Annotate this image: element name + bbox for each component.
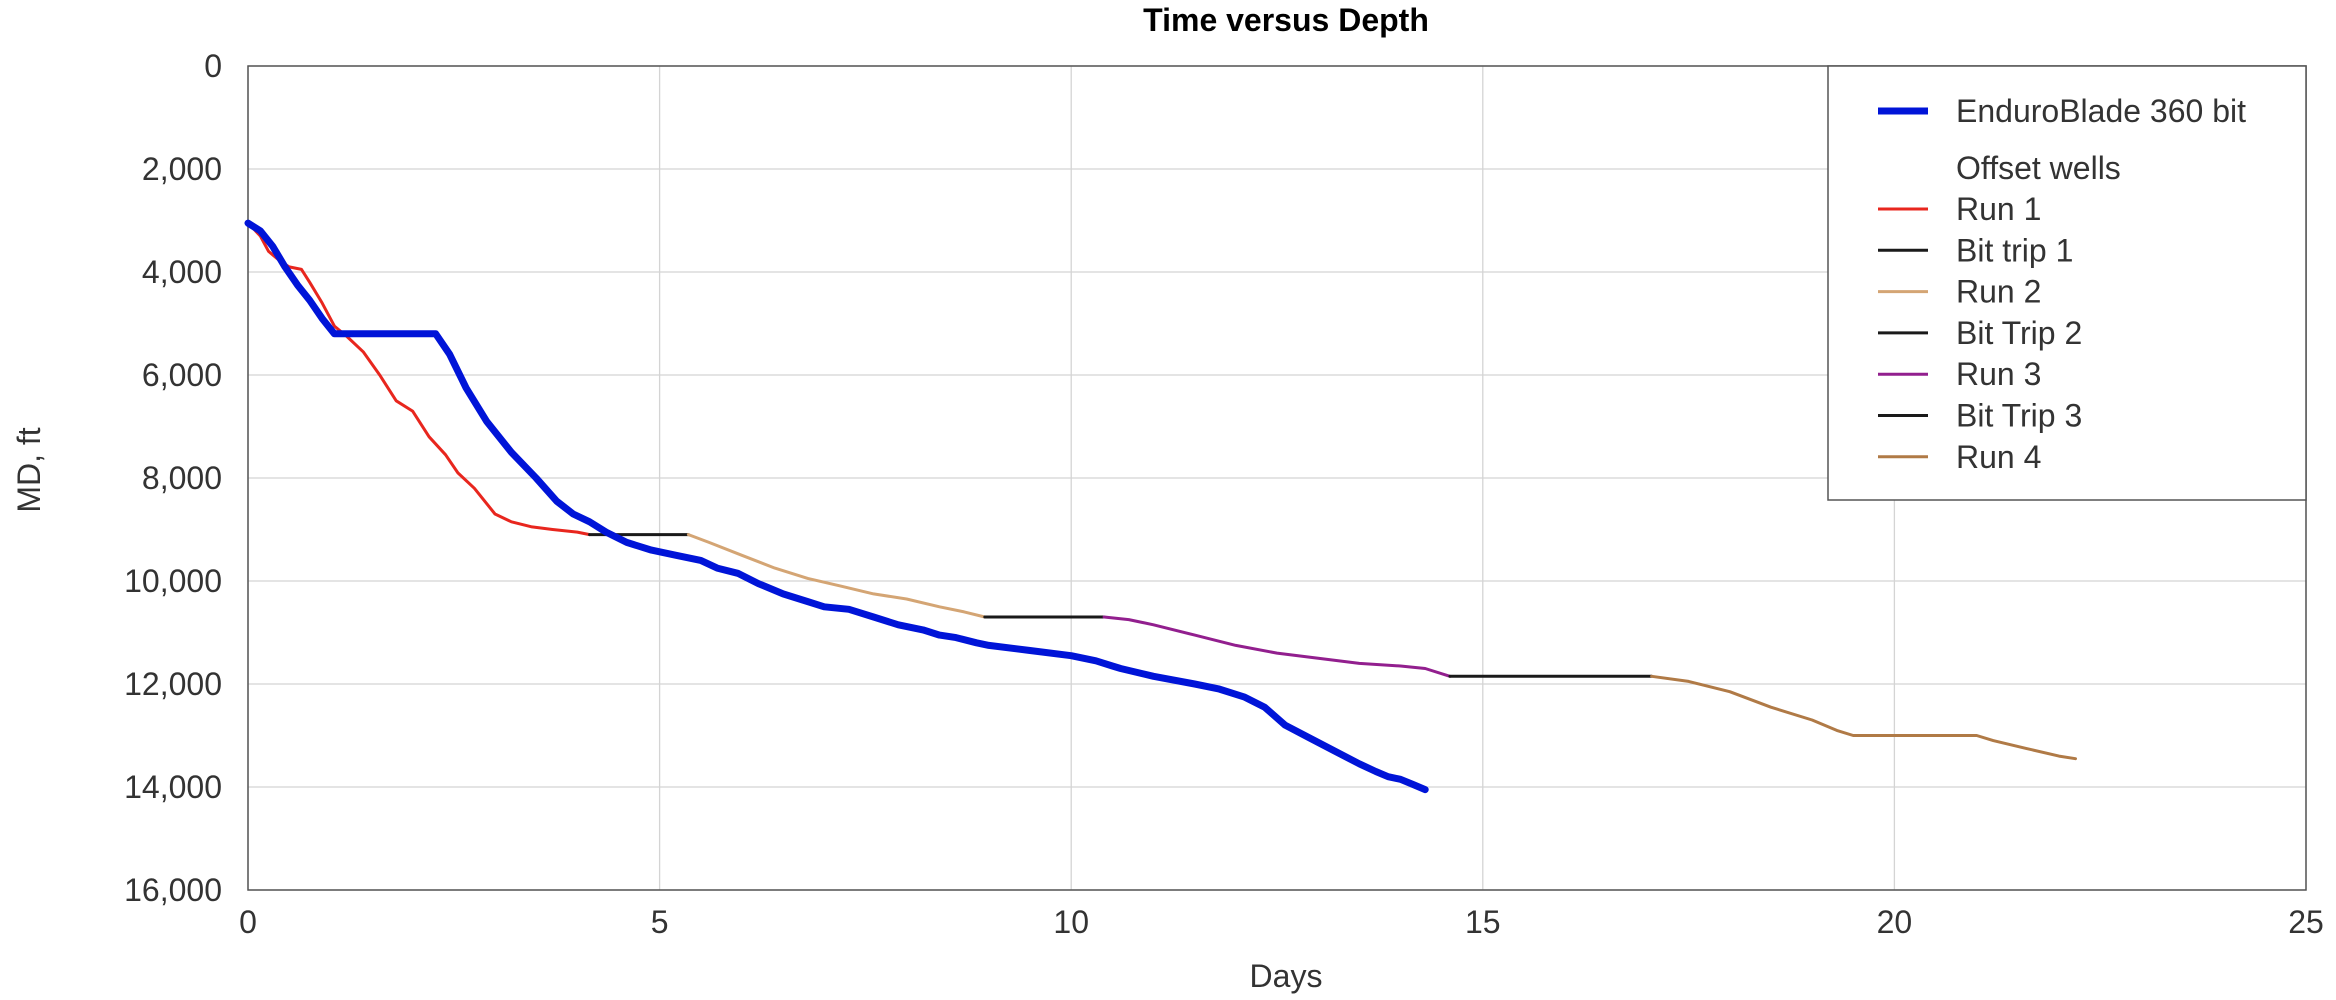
y-tick-label: 12,000 [124, 666, 222, 702]
legend-label: Bit Trip 3 [1956, 398, 2082, 434]
series-line-run-2 [686, 533, 987, 619]
legend-label: Run 1 [1956, 191, 2041, 227]
y-tick-label: 0 [204, 48, 222, 84]
legend-subheading: Offset wells [1956, 150, 2121, 186]
series-line-run-3 [1102, 615, 1452, 678]
legend: EnduroBlade 360 bit Offset wells Run 1 Bit … [1827, 65, 2307, 501]
series-line-run-4 [1650, 674, 2077, 761]
y-tick-label: 8,000 [142, 460, 222, 496]
y-tick-label: 10,000 [124, 563, 222, 599]
series-line-run-1 [246, 221, 592, 537]
y-tick-label: 14,000 [124, 769, 222, 805]
x-tick-label: 5 [651, 904, 669, 940]
y-tick-label: 16,000 [124, 872, 222, 908]
x-tick-label: 15 [1465, 904, 1501, 940]
y-tick-label: 4,000 [142, 254, 222, 290]
chart-title: Time versus Depth [1143, 2, 1429, 38]
legend-label: Run 2 [1956, 274, 2041, 310]
y-tick-label: 2,000 [142, 151, 222, 187]
y-axis-ticks: 0 2,000 4,000 6,000 8,000 10,000 12,000 14,000 1… [124, 48, 222, 908]
x-axis-label: Days [1250, 958, 1323, 994]
legend-label: Bit trip 1 [1956, 232, 2073, 268]
x-tick-label: 0 [239, 904, 257, 940]
x-tick-label: 20 [1877, 904, 1913, 940]
x-tick-label: 25 [2288, 904, 2324, 940]
legend-label: Bit Trip 2 [1956, 315, 2082, 351]
legend-label: Run 4 [1956, 439, 2041, 475]
x-axis-ticks: 0 5 10 15 20 25 [239, 904, 2324, 940]
x-tick-label: 10 [1053, 904, 1089, 940]
series-line-enduroblade-360-bit [244, 219, 1429, 794]
legend-label: Run 3 [1956, 356, 2041, 392]
legend-box [1827, 65, 2307, 501]
y-axis-label: MD, ft [11, 427, 47, 512]
y-tick-label: 6,000 [142, 357, 222, 393]
series-layer [244, 219, 2077, 794]
legend-label: EnduroBlade 360 bit [1956, 93, 2246, 129]
